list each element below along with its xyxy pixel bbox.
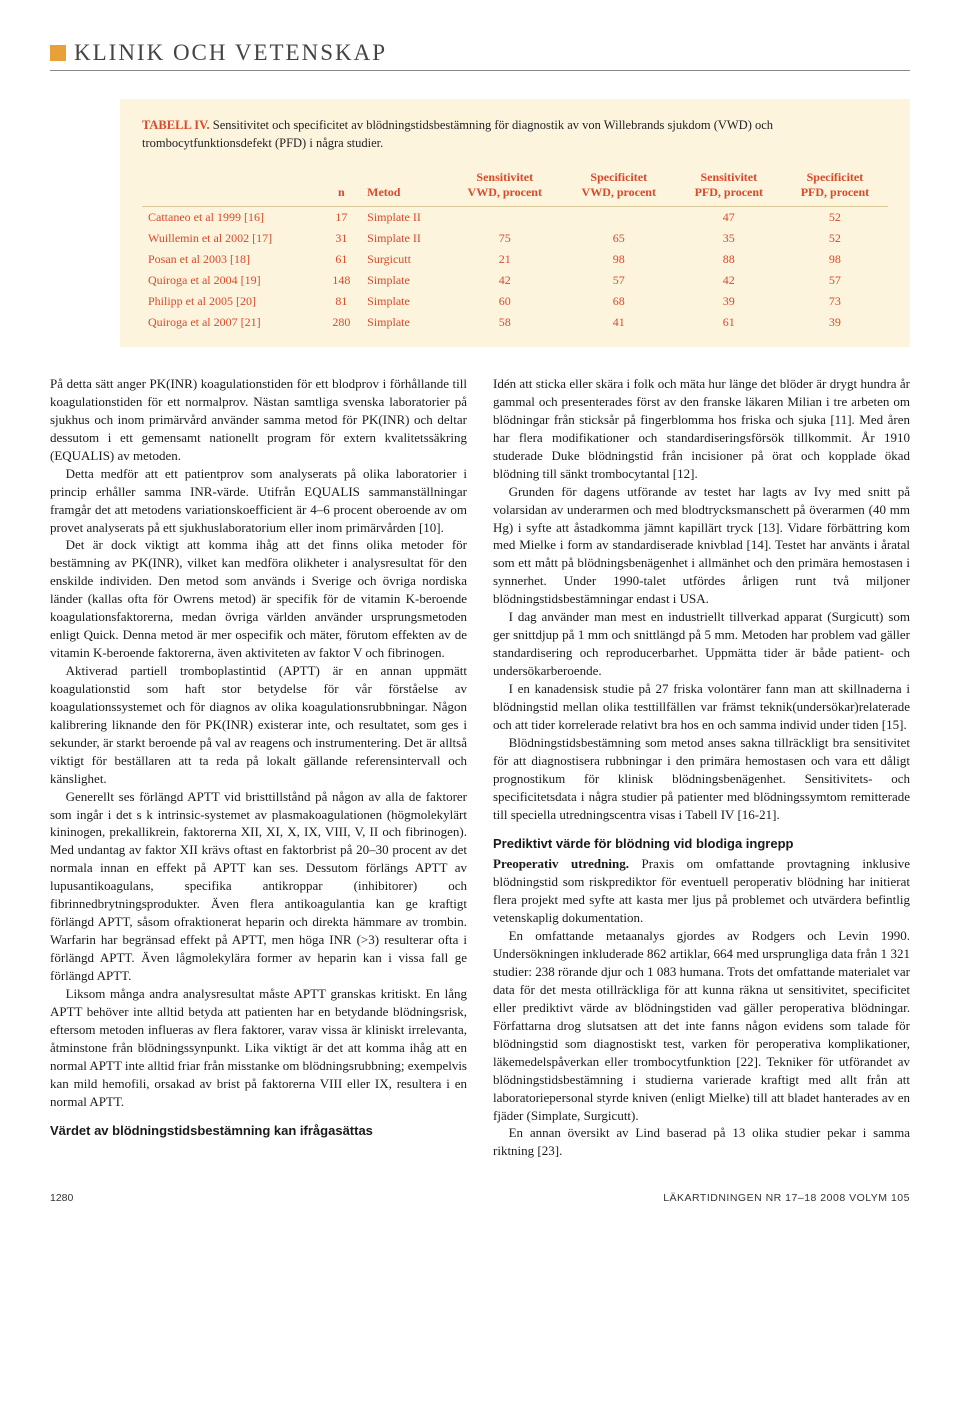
table-row: Quiroga et al 2007 [21]280Simplate584161… <box>142 312 888 333</box>
table-block: TABELL IV. Sensitivitet och specificitet… <box>120 99 910 347</box>
para: I en kanadensisk studie på 27 friska vol… <box>493 680 910 734</box>
cell-spv: 41 <box>562 312 676 333</box>
cell-sp: 35 <box>676 228 782 249</box>
table-row: Cattaneo et al 1999 [16]17Simplate II 475… <box>142 207 888 229</box>
cell-spp: 98 <box>782 249 888 270</box>
cell-study: Philipp et al 2005 [20] <box>142 291 322 312</box>
cell-study: Wuillemin et al 2002 [17] <box>142 228 322 249</box>
subheading: Värdet av blödningstidsbestämning kan if… <box>50 1122 467 1140</box>
para: I dag använder man mest en industriellt … <box>493 608 910 680</box>
page-footer: 1280 LÄKARTIDNINGEN NR 17–18 2008 VOLYM … <box>50 1192 910 1204</box>
cell-study: Posan et al 2003 [18] <box>142 249 322 270</box>
run-in-lead: Preoperativ utredning. <box>493 856 629 871</box>
para: På detta sätt anger PK(INR) koagulations… <box>50 375 467 465</box>
para: Idén att sticka eller skära i folk och m… <box>493 375 910 483</box>
table-row: Quiroga et al 2004 [19]148Simplate425742… <box>142 270 888 291</box>
cell-spv: 98 <box>562 249 676 270</box>
cell-sp: 61 <box>676 312 782 333</box>
article-body: På detta sätt anger PK(INR) koagulations… <box>50 375 910 1160</box>
cell-spv <box>562 207 676 229</box>
section-title: KLINIK OCH VETENSKAP <box>74 40 387 66</box>
cell-spp: 57 <box>782 270 888 291</box>
para: Detta medför att ett patientprov som ana… <box>50 465 467 537</box>
cell-sp: 39 <box>676 291 782 312</box>
para: Blödningstidsbestämning som metod anses … <box>493 734 910 824</box>
cell-sv <box>448 207 562 229</box>
table-header-row: n Metod SensitivitetVWD, procent Specifi… <box>142 166 888 207</box>
table-row: Philipp et al 2005 [20]81Simplate6068397… <box>142 291 888 312</box>
cell-method: Simplate <box>361 291 448 312</box>
data-table: n Metod SensitivitetVWD, procent Specifi… <box>142 166 888 333</box>
col-spec-vwd: SpecificitetVWD, procent <box>562 166 676 207</box>
cell-method: Simplate <box>361 312 448 333</box>
cell-sp: 47 <box>676 207 782 229</box>
cell-n: 81 <box>322 291 362 312</box>
table-row: Wuillemin et al 2002 [17]31Simplate II75… <box>142 228 888 249</box>
cell-spp: 52 <box>782 207 888 229</box>
para: Det är dock viktigt att komma ihåg att d… <box>50 536 467 662</box>
table-caption-text: Sensitivitet och specificitet av blödnin… <box>142 118 773 150</box>
subheading: Prediktivt värde för blödning vid blodig… <box>493 835 910 853</box>
cell-method: Surgicutt <box>361 249 448 270</box>
page-number: 1280 <box>50 1192 73 1204</box>
cell-study: Quiroga et al 2007 [21] <box>142 312 322 333</box>
cell-spp: 73 <box>782 291 888 312</box>
col-n: n <box>322 166 362 207</box>
cell-sp: 88 <box>676 249 782 270</box>
cell-sv: 58 <box>448 312 562 333</box>
journal-ref: LÄKARTIDNINGEN NR 17–18 2008 VOLYM 105 <box>663 1192 910 1204</box>
cell-n: 148 <box>322 270 362 291</box>
cell-method: Simplate II <box>361 207 448 229</box>
cell-spv: 68 <box>562 291 676 312</box>
accent-box-icon <box>50 45 66 61</box>
cell-sv: 21 <box>448 249 562 270</box>
cell-study: Quiroga et al 2004 [19] <box>142 270 322 291</box>
cell-n: 31 <box>322 228 362 249</box>
section-header: KLINIK OCH VETENSKAP <box>50 40 910 71</box>
cell-spv: 65 <box>562 228 676 249</box>
para: En annan översikt av Lind baserad på 13 … <box>493 1124 910 1160</box>
table-row: Posan et al 2003 [18]61Surgicutt21988898 <box>142 249 888 270</box>
para: Liksom många andra analysresultat måste … <box>50 985 467 1111</box>
col-sens-vwd: SensitivitetVWD, procent <box>448 166 562 207</box>
col-sens-pfd: SensitivitetPFD, procent <box>676 166 782 207</box>
cell-sv: 60 <box>448 291 562 312</box>
cell-study: Cattaneo et al 1999 [16] <box>142 207 322 229</box>
table-caption: TABELL IV. Sensitivitet och specificitet… <box>142 117 888 152</box>
para: Grunden för dagens utförande av testet h… <box>493 483 910 609</box>
cell-spv: 57 <box>562 270 676 291</box>
para: Preoperativ utredning. Praxis om omfatta… <box>493 855 910 927</box>
cell-method: Simplate <box>361 270 448 291</box>
para: En omfattande metaanalys gjordes av Rodg… <box>493 927 910 1124</box>
col-study <box>142 166 322 207</box>
cell-spp: 52 <box>782 228 888 249</box>
col-method: Metod <box>361 166 448 207</box>
cell-spp: 39 <box>782 312 888 333</box>
cell-sv: 42 <box>448 270 562 291</box>
cell-method: Simplate II <box>361 228 448 249</box>
table-caption-label: TABELL IV. <box>142 118 210 132</box>
col-spec-pfd: SpecificitetPFD, procent <box>782 166 888 207</box>
para: Aktiverad partiell tromboplastintid (APT… <box>50 662 467 788</box>
cell-sp: 42 <box>676 270 782 291</box>
para: Generellt ses förlängd APTT vid bristtil… <box>50 788 467 985</box>
table-body: Cattaneo et al 1999 [16]17Simplate II475… <box>142 207 888 334</box>
cell-n: 61 <box>322 249 362 270</box>
cell-sv: 75 <box>448 228 562 249</box>
cell-n: 17 <box>322 207 362 229</box>
cell-n: 280 <box>322 312 362 333</box>
